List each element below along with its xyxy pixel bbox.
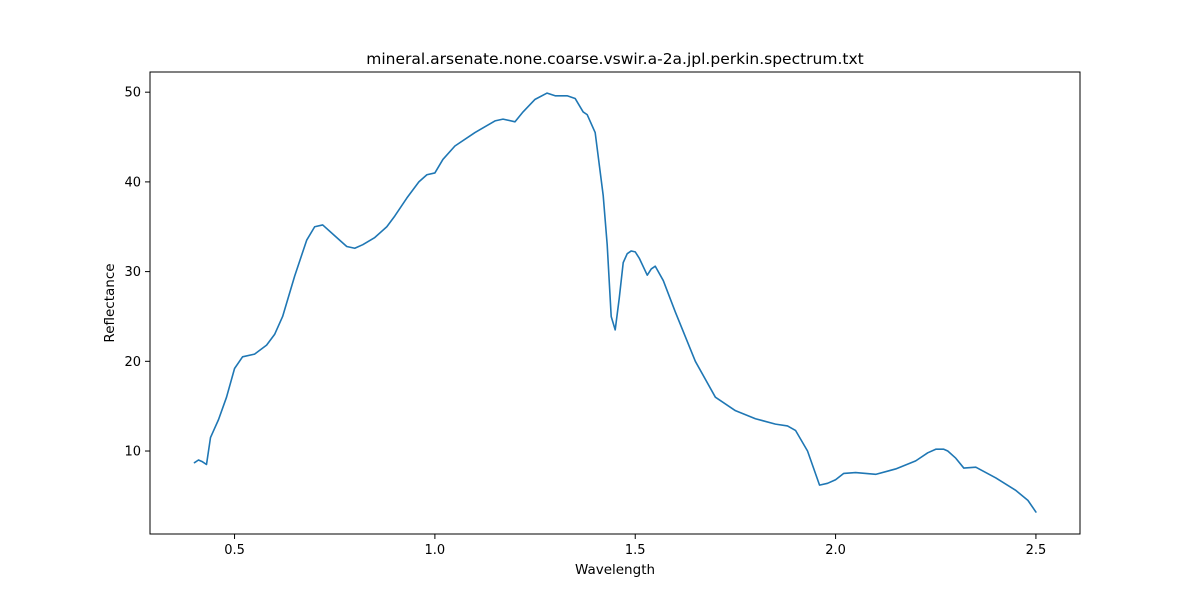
- x-tick-label: 2.5: [1026, 543, 1047, 558]
- y-tick-label: 30: [124, 265, 141, 280]
- y-axis-label: Reflectance: [102, 263, 118, 342]
- chart-title: mineral.arsenate.none.coarse.vswir.a-2a.…: [366, 50, 863, 68]
- plot-frame: [149, 71, 1081, 535]
- y-tick-label: 40: [124, 175, 141, 190]
- x-axis-label: Wavelength: [575, 562, 655, 578]
- x-tick-label: 2.0: [825, 543, 846, 558]
- y-axis: 10 20 30 40 50: [124, 86, 150, 460]
- y-tick-label: 50: [124, 86, 141, 101]
- x-axis: 0.5 1.0 1.5 2.0 2.5: [224, 534, 1046, 558]
- x-tick-label: 1.0: [425, 543, 446, 558]
- plot-area: [193, 92, 1037, 513]
- series-line: [193, 92, 1037, 513]
- x-tick-label: 0.5: [224, 543, 245, 558]
- y-tick-label: 10: [124, 445, 141, 460]
- y-tick-label: 20: [124, 355, 141, 370]
- x-tick-label: 1.5: [625, 543, 646, 558]
